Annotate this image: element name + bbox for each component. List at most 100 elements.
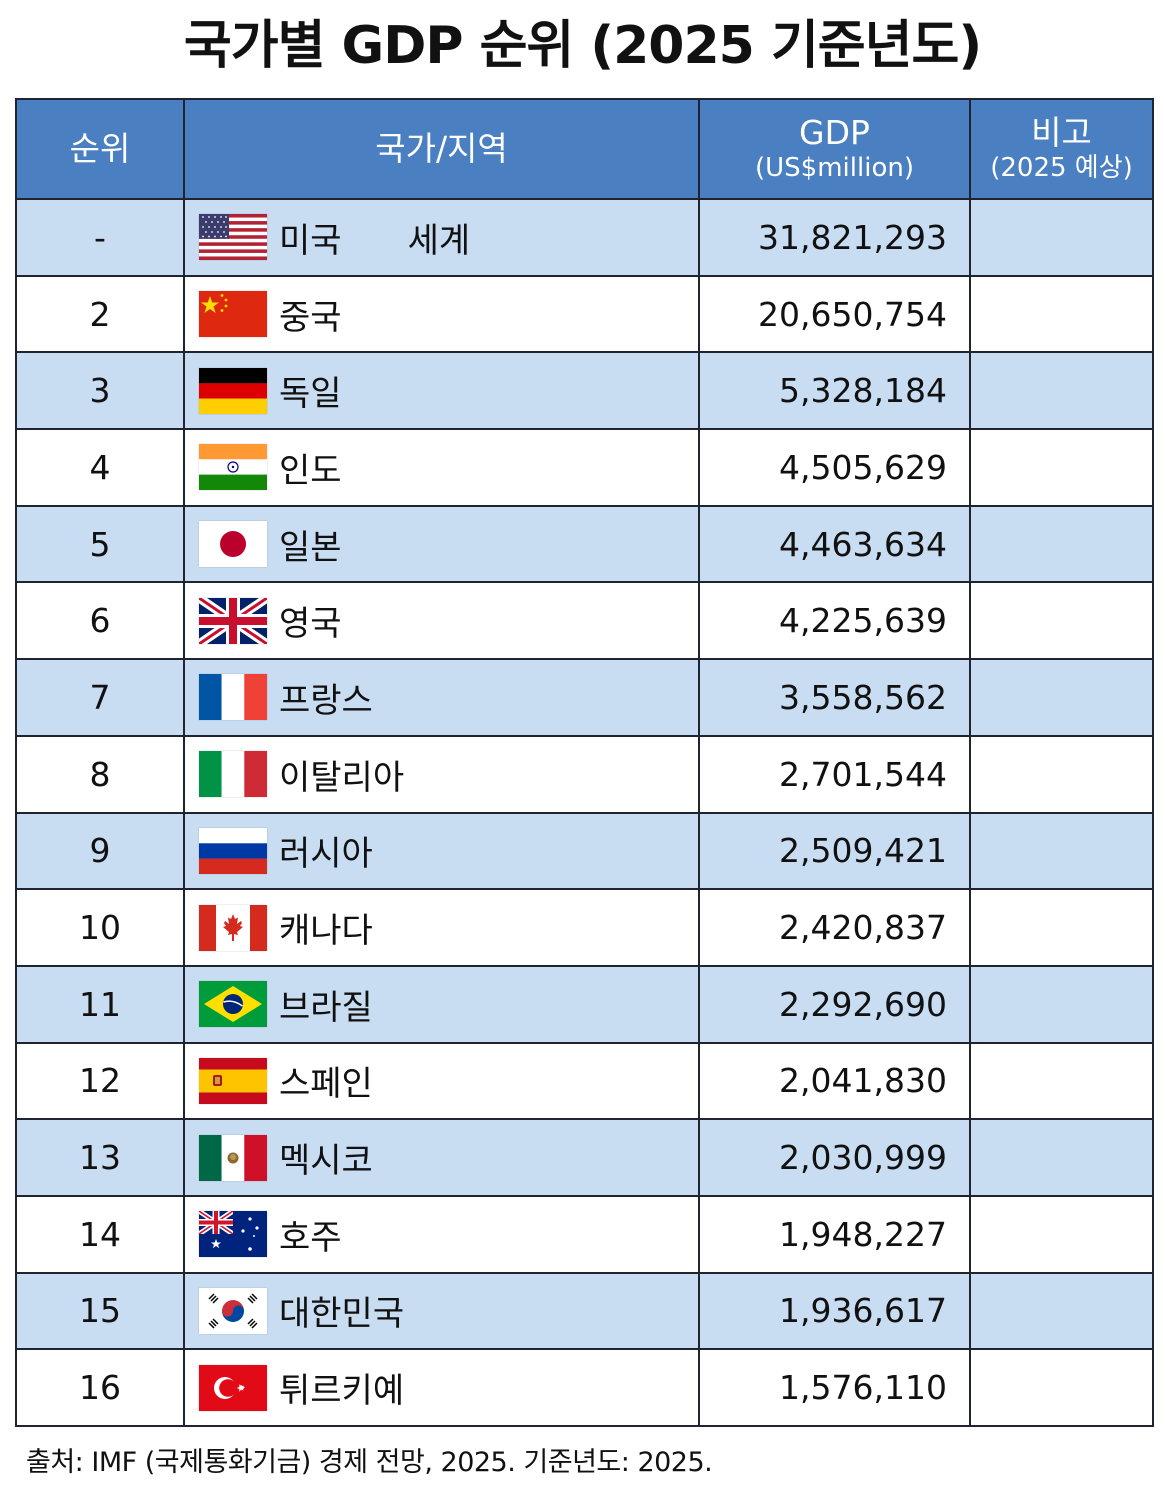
note-cell — [969, 888, 1154, 967]
header-gdp: GDP (US$million) — [698, 98, 971, 200]
country-name: 러시아 — [279, 834, 373, 875]
rank-cell: - — [15, 198, 185, 277]
note-cell — [969, 734, 1154, 814]
country-cell: 멕시코 — [183, 1118, 700, 1197]
canada-flag-icon — [199, 904, 267, 951]
note-cell — [969, 811, 1154, 891]
germany-flag-icon — [199, 367, 267, 414]
country-cell: 러시아 — [183, 811, 700, 891]
gdp-cell: 4,225,639 — [698, 581, 971, 661]
brazil-flag-icon — [199, 981, 267, 1028]
gdp-cell: 2,292,690 — [698, 964, 971, 1044]
rank-cell: 11 — [15, 964, 185, 1044]
note-cell — [969, 581, 1154, 661]
rank-cell: 16 — [15, 1348, 185, 1427]
gdp-cell: 20,650,754 — [698, 274, 971, 354]
gdp-cell: 2,420,837 — [698, 888, 971, 967]
rank-cell: 6 — [15, 581, 185, 661]
table-row: 11 브라질 2,292,690 — [15, 964, 1154, 1044]
table-row: 5 일본 4,463,634 — [15, 504, 1154, 584]
turkey-flag-icon — [199, 1364, 267, 1411]
rank-cell: 2 — [15, 274, 185, 354]
gdp-cell: 4,463,634 — [698, 504, 971, 584]
gdp-cell: 2,509,421 — [698, 811, 971, 891]
japan-flag-icon — [199, 521, 267, 568]
table-row: 13 멕시코 2,030,999 — [15, 1118, 1154, 1197]
table-row: 16 튀르키예 1,576,110 — [15, 1348, 1154, 1427]
russia-flag-icon — [199, 827, 267, 874]
note-cell — [969, 274, 1154, 354]
gdp-cell: 2,030,999 — [698, 1118, 971, 1197]
uk-flag-icon — [199, 597, 267, 644]
country-cell: 브라질 — [183, 964, 700, 1044]
page-title: 국가별 GDP 순위 (2025 기준년도) — [183, 16, 982, 76]
gdp-cell: 4,505,629 — [698, 428, 971, 507]
south-korea-flag-icon — [199, 1287, 267, 1334]
rank-cell: 13 — [15, 1118, 185, 1197]
country-name: 프랑스 — [279, 680, 373, 721]
australia-flag-icon — [199, 1211, 267, 1258]
rank-cell: 7 — [15, 658, 185, 737]
table-row: 6 영국 4,225,639 — [15, 581, 1154, 661]
header-gdp-label: GDP — [799, 113, 870, 152]
table-row: 8 이탈리아 2,701,544 — [15, 734, 1154, 814]
gdp-cell: 31,821,293 — [698, 198, 971, 277]
rank-cell: 15 — [15, 1271, 185, 1351]
table-row: 3 독일 5,328,184 — [15, 351, 1154, 431]
country-cell: 미국 세계 — [183, 198, 700, 277]
note-cell — [969, 504, 1154, 584]
country-cell: 일본 — [183, 504, 700, 584]
mexico-flag-icon — [199, 1134, 267, 1181]
country-name: 독일 — [279, 374, 342, 415]
country-cell: 대한민국 — [183, 1271, 700, 1351]
country-cell: 캐나다 — [183, 888, 700, 967]
header-note-sub: (2025 예상) — [990, 153, 1133, 183]
note-cell — [969, 428, 1154, 507]
gdp-cell: 1,936,617 — [698, 1271, 971, 1351]
country-cell: 스페인 — [183, 1041, 700, 1121]
country-cell: 독일 — [183, 351, 700, 431]
gdp-cell: 2,041,830 — [698, 1041, 971, 1121]
table-row: 7 프랑스 3,558,562 — [15, 658, 1154, 737]
spain-flag-icon — [199, 1057, 267, 1104]
china-flag-icon — [199, 291, 267, 338]
gdp-cell: 2,701,544 — [698, 734, 971, 814]
country-name: 호주 — [279, 1217, 342, 1258]
header-gdp-unit: (US$million) — [755, 153, 914, 183]
gdp-ranking-table: 순위 국가/지역 GDP (US$million) 비고 (2025 예상) - — [15, 98, 1154, 1427]
rank-cell: 4 — [15, 428, 185, 507]
table-row: 9 러시아 2,509,421 — [15, 811, 1154, 891]
note-cell — [969, 1118, 1154, 1197]
country-name: 미국 — [279, 220, 342, 261]
note-cell — [969, 1348, 1154, 1427]
rank-cell: 5 — [15, 504, 185, 584]
source-note: 출처: IMF (국제통화기금) 경제 전망, 2025. 기준년도: 2025… — [26, 1447, 713, 1478]
country-name: 브라질 — [279, 987, 373, 1028]
table-row: 4 인도 4,505,629 — [15, 428, 1154, 507]
gdp-cell: 3,558,562 — [698, 658, 971, 737]
country-name: 튀르키예 — [279, 1371, 405, 1412]
france-flag-icon — [199, 674, 267, 721]
note-cell — [969, 1041, 1154, 1121]
country-name: 중국 — [279, 297, 342, 338]
header-country: 국가/지역 — [183, 98, 700, 200]
country-cell: 인도 — [183, 428, 700, 507]
table-header-row: 순위 국가/지역 GDP (US$million) 비고 (2025 예상) — [15, 98, 1154, 200]
gdp-cell: 1,948,227 — [698, 1194, 971, 1274]
india-flag-icon — [199, 444, 267, 491]
rank-cell: 8 — [15, 734, 185, 814]
country-name: 영국 — [279, 604, 342, 645]
note-cell — [969, 351, 1154, 431]
italy-flag-icon — [199, 751, 267, 798]
country-name: 캐나다 — [279, 911, 373, 952]
header-note: 비고 (2025 예상) — [969, 98, 1154, 200]
country-name: 일본 — [279, 527, 342, 568]
table-row: 10 캐나다 2,420,837 — [15, 888, 1154, 967]
world-label: 세계 — [407, 220, 471, 261]
country-name: 인도 — [279, 450, 342, 491]
country-name: 대한민국 — [279, 1294, 405, 1335]
usa-flag-icon — [199, 214, 267, 261]
note-cell — [969, 1271, 1154, 1351]
note-cell — [969, 198, 1154, 277]
country-name: 스페인 — [279, 1064, 373, 1105]
